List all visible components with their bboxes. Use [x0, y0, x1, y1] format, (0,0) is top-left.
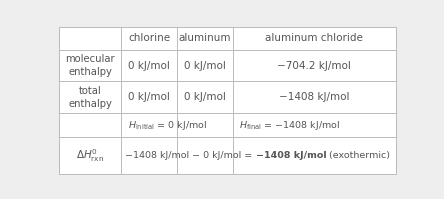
Text: $\mathit{H}_{\mathregular{initial}}$ = 0 kJ/mol: $\mathit{H}_{\mathregular{initial}}$ = 0… — [127, 119, 206, 132]
Bar — [177, 27, 233, 50]
Bar — [177, 137, 233, 174]
Bar — [233, 113, 396, 137]
Bar — [121, 113, 177, 137]
Text: −1408 kJ/mol: −1408 kJ/mol — [279, 92, 349, 102]
Bar — [177, 81, 233, 113]
Text: $\Delta \mathit{H}^{0}_{\mathregular{rxn}}$: $\Delta \mathit{H}^{0}_{\mathregular{rxn… — [76, 147, 104, 164]
Bar — [121, 81, 177, 113]
Text: 0 kJ/mol: 0 kJ/mol — [128, 60, 170, 71]
Bar — [177, 113, 233, 137]
Bar — [59, 50, 121, 81]
Text: −1408 kJ/mol − 0 kJ/mol =: −1408 kJ/mol − 0 kJ/mol = — [126, 151, 256, 160]
Bar — [233, 27, 396, 50]
Bar — [177, 50, 233, 81]
Bar — [121, 50, 177, 81]
Text: (exothermic): (exothermic) — [326, 151, 390, 160]
Text: chlorine: chlorine — [128, 33, 170, 43]
Bar — [59, 137, 121, 174]
Bar — [59, 81, 121, 113]
Text: aluminum: aluminum — [178, 33, 231, 43]
Bar — [121, 137, 177, 174]
Text: $\mathit{H}_{\mathregular{final}}$ = $-$1408 kJ/mol: $\mathit{H}_{\mathregular{final}}$ = $-$… — [239, 119, 340, 132]
Text: molecular
enthalpy: molecular enthalpy — [65, 54, 115, 77]
Bar — [233, 81, 396, 113]
Bar — [121, 27, 177, 50]
Text: −1408 kJ/mol: −1408 kJ/mol — [256, 151, 326, 160]
Bar — [233, 137, 396, 174]
Bar — [59, 27, 121, 50]
Text: total
enthalpy: total enthalpy — [68, 86, 112, 109]
Text: aluminum chloride: aluminum chloride — [266, 33, 363, 43]
Bar — [233, 50, 396, 81]
Text: 0 kJ/mol: 0 kJ/mol — [128, 92, 170, 102]
Text: 0 kJ/mol: 0 kJ/mol — [184, 60, 226, 71]
Bar — [59, 113, 121, 137]
Text: −704.2 kJ/mol: −704.2 kJ/mol — [278, 60, 351, 71]
Text: 0 kJ/mol: 0 kJ/mol — [184, 92, 226, 102]
